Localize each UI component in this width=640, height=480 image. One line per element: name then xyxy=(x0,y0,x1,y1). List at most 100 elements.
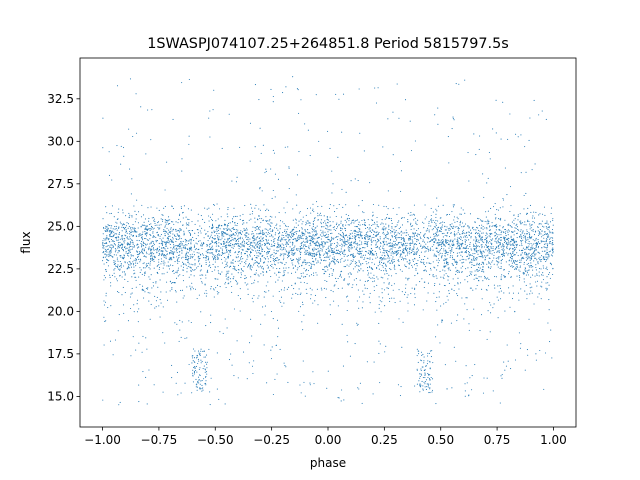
data-point xyxy=(254,207,256,209)
data-point xyxy=(495,241,497,243)
data-point xyxy=(498,218,500,220)
data-point xyxy=(428,220,430,222)
data-point xyxy=(167,239,169,241)
data-point xyxy=(491,233,493,235)
data-point xyxy=(475,274,477,276)
data-point xyxy=(198,240,200,242)
data-point xyxy=(191,362,193,364)
data-point xyxy=(192,357,194,359)
data-point xyxy=(351,221,353,223)
data-point xyxy=(328,264,330,266)
data-point xyxy=(124,292,126,294)
data-point xyxy=(368,250,370,252)
data-point xyxy=(124,278,126,280)
data-point xyxy=(284,248,286,250)
data-point xyxy=(310,240,313,242)
data-point xyxy=(110,248,112,250)
data-point xyxy=(333,226,335,228)
data-point xyxy=(245,277,247,279)
data-point xyxy=(227,242,229,244)
data-point xyxy=(113,269,115,271)
data-point xyxy=(445,241,447,243)
data-point xyxy=(179,329,181,331)
data-point xyxy=(260,265,262,267)
data-point xyxy=(456,241,458,243)
data-point xyxy=(267,233,269,235)
data-point xyxy=(164,189,166,191)
data-point xyxy=(516,252,518,254)
data-point xyxy=(446,232,449,234)
data-point xyxy=(276,223,278,225)
data-point xyxy=(209,110,211,112)
data-point xyxy=(382,245,384,247)
data-point xyxy=(206,292,208,294)
data-point xyxy=(329,241,331,243)
data-point xyxy=(407,294,409,296)
data-point xyxy=(178,248,180,250)
data-point xyxy=(493,254,495,256)
data-point xyxy=(524,221,526,223)
data-point xyxy=(279,232,281,234)
data-point xyxy=(527,237,529,239)
data-point xyxy=(495,257,497,259)
data-point xyxy=(165,256,167,258)
data-point xyxy=(401,217,403,219)
data-point xyxy=(509,210,511,213)
data-point xyxy=(177,269,179,271)
data-point xyxy=(392,154,394,156)
data-point xyxy=(200,244,202,246)
data-point xyxy=(150,234,152,237)
data-point xyxy=(214,241,216,243)
data-point xyxy=(146,229,148,231)
data-point xyxy=(109,234,111,236)
data-point xyxy=(381,301,383,303)
data-point xyxy=(461,226,463,228)
data-point xyxy=(150,249,152,251)
data-point xyxy=(256,228,258,230)
data-point xyxy=(357,250,359,253)
data-point xyxy=(546,244,548,246)
data-point xyxy=(526,212,528,214)
data-point xyxy=(258,262,260,264)
data-point xyxy=(380,269,382,272)
data-point xyxy=(528,243,530,245)
data-point xyxy=(523,237,525,239)
data-point xyxy=(169,231,171,233)
data-point xyxy=(189,254,191,256)
data-point xyxy=(277,327,280,329)
data-point xyxy=(439,229,441,232)
data-point xyxy=(438,254,440,256)
data-point xyxy=(394,302,396,304)
data-point xyxy=(229,222,231,224)
data-point xyxy=(451,211,453,213)
data-point xyxy=(292,242,294,244)
data-point xyxy=(202,368,204,370)
data-point xyxy=(143,297,145,299)
data-point xyxy=(214,278,216,280)
data-point xyxy=(398,246,401,248)
data-point xyxy=(303,234,305,236)
data-point xyxy=(280,254,282,256)
data-point xyxy=(170,227,172,229)
data-point xyxy=(247,236,249,238)
data-point xyxy=(133,311,135,313)
data-point xyxy=(506,247,508,249)
data-point xyxy=(251,283,253,285)
data-point xyxy=(170,238,172,241)
data-point xyxy=(126,262,129,264)
data-point xyxy=(358,265,360,267)
data-point xyxy=(275,250,277,252)
data-point xyxy=(474,221,476,224)
data-point xyxy=(368,238,370,240)
data-point xyxy=(151,226,153,228)
data-point xyxy=(266,228,268,230)
data-point xyxy=(542,272,544,274)
data-point xyxy=(110,255,112,257)
data-point xyxy=(364,247,366,249)
data-point xyxy=(153,384,155,386)
data-point xyxy=(450,240,452,242)
data-point xyxy=(205,257,207,259)
data-point xyxy=(254,221,256,223)
data-point xyxy=(135,286,137,288)
data-point xyxy=(539,252,541,254)
